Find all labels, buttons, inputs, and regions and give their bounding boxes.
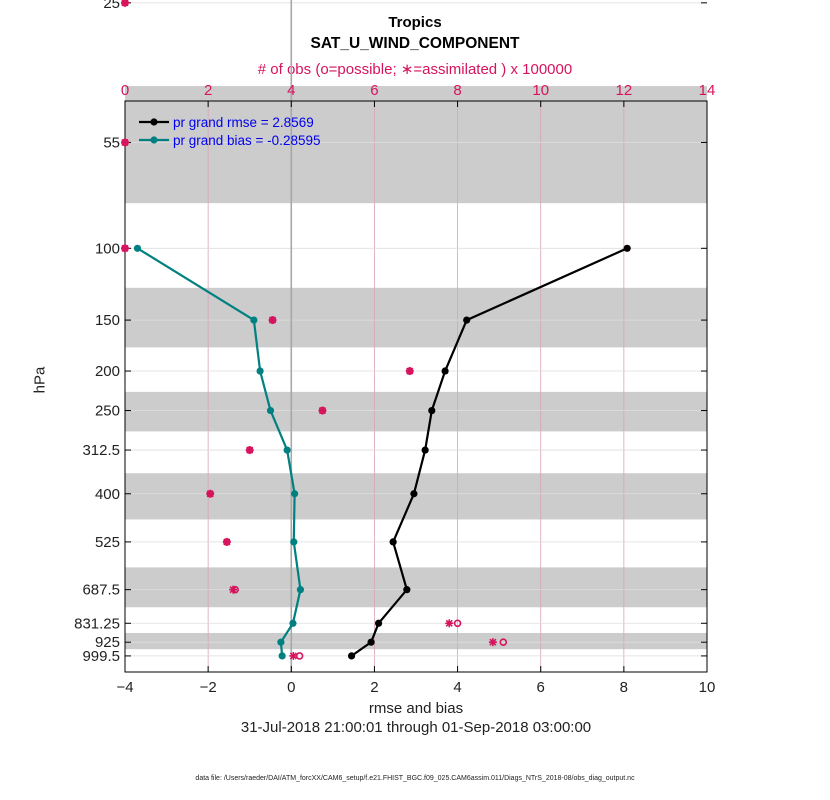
rmse-point [421,446,429,454]
bias-point [283,446,291,454]
level-band [125,391,707,432]
obs-assimilated-marker [318,406,327,415]
y-tick-label: 925 [95,634,120,651]
obs-assimilated-marker [289,651,298,660]
obs-assimilated-marker [229,585,238,594]
rmse-point [403,586,411,594]
obs-assimilated-marker [488,638,497,647]
bias-point [256,367,264,375]
x-tick-label: 6 [537,679,545,696]
obs-possible-marker [499,638,508,646]
y-tick-label: 525 [95,534,120,551]
x-tick-label: 8 [620,679,628,696]
top-tick-label: 4 [287,82,295,99]
plot-frame [124,100,708,673]
x-tick-label: 4 [453,679,461,696]
rmse-point [441,367,449,375]
bias-point [266,406,275,415]
chart-title: Tropics [388,14,442,31]
bias-point [289,619,297,627]
bias-point [133,244,142,252]
legend-entry: pr grand rmse = 2.8569 [173,115,314,130]
bias-point [277,638,285,646]
y-tick-label: 150 [95,312,120,329]
top-tick-label: 6 [370,82,378,99]
bias-point [250,316,258,324]
rmse-point [623,244,631,252]
y-tick-label: 55 [103,134,120,151]
legend-marker [150,136,158,144]
level-band [125,86,707,204]
top-tick-label: 14 [699,82,716,99]
top-tick-label: 10 [532,82,549,99]
obs-assimilated-marker [405,367,414,376]
obs-assimilated-marker [245,446,254,455]
obs-assimilated-marker [222,537,231,546]
y-tick-label: 25 [103,0,120,12]
legend-marker [150,118,158,126]
obs-assimilated-marker [121,244,129,253]
level-band [125,567,707,608]
legend-entry: pr grand bias = -0.28595 [173,133,320,148]
date-range-label: 31-Jul-2018 21:00:01 through 01-Sep-2018… [240,719,592,736]
obs-assimilated-marker [121,138,129,147]
rmse-point [367,638,375,646]
rmse-point [410,490,418,498]
top-tick-label: 0 [121,82,129,99]
data-file-footer: data file: /Users/raeder/DAI/ATM_forcXX/… [195,775,635,782]
top-tick-label: 8 [453,82,461,99]
obs-assimilated-marker [206,489,215,498]
y-tick-label: 831.25 [74,615,120,632]
y-tick-label: 687.5 [82,582,120,599]
obs-assimilated-marker [445,619,454,628]
chart-subtitle: SAT_U_WIND_COMPONENT [310,35,520,52]
y-tick-label: 312.5 [82,442,120,459]
top-tick-label: 12 [616,82,633,99]
obs-assimilated-marker [121,0,129,7]
rmse-point [347,652,356,660]
rmse-point [374,619,383,627]
bias-point [296,586,305,594]
x-tick-label: −2 [200,679,217,696]
y-tick-label: 999.5 [82,648,120,665]
y-tick-label: 100 [95,240,120,257]
x-tick-label: −4 [116,679,133,696]
y-tick-label: 400 [95,486,120,503]
legend: pr grand rmse = 2.8569 pr grand bias = -0… [139,115,320,148]
bias-point [290,538,298,546]
x-tick-label: 10 [699,679,716,696]
rmse-point [463,316,471,324]
obs-assimilated-marker [268,316,277,325]
rmse-point [389,538,397,546]
y-tick-label: 200 [95,363,120,380]
obs-possible-marker [453,619,462,628]
x-tick-label: 2 [370,679,378,696]
top-axis-label: # of obs (o=possible; ∗=assimilated ) x … [257,61,573,78]
y-tick-label: 250 [95,403,120,420]
x-tick-label: 0 [287,679,295,696]
level-band [125,632,707,650]
bias-point [291,490,299,498]
rmse-point [428,406,436,415]
bias-point [278,652,286,660]
y-axis-label: hPa [31,366,49,394]
level-band [125,287,707,348]
top-tick-label: 2 [204,82,212,99]
x-axis-label: rmse and bias [368,700,464,717]
